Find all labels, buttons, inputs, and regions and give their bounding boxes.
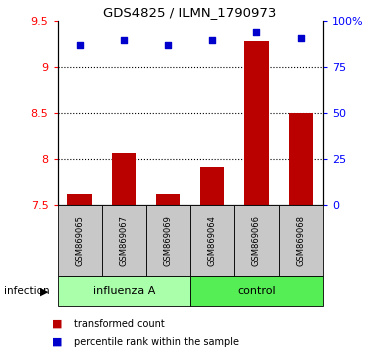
- Point: [121, 37, 127, 42]
- Bar: [234, 205, 279, 276]
- Text: ▶: ▶: [40, 286, 49, 296]
- Bar: [244, 41, 269, 205]
- Text: GSM869066: GSM869066: [252, 215, 261, 266]
- Bar: [58, 276, 190, 306]
- Text: infection: infection: [4, 286, 49, 296]
- Bar: [102, 205, 146, 276]
- Title: GDS4825 / ILMN_1790973: GDS4825 / ILMN_1790973: [104, 6, 277, 19]
- Bar: [112, 153, 136, 205]
- Bar: [68, 194, 92, 205]
- Bar: [200, 167, 224, 205]
- Point: [165, 42, 171, 48]
- Bar: [279, 205, 323, 276]
- Bar: [190, 276, 323, 306]
- Text: GSM869068: GSM869068: [296, 215, 305, 266]
- Bar: [58, 205, 102, 276]
- Bar: [156, 194, 180, 205]
- Text: GSM869064: GSM869064: [208, 215, 217, 266]
- Point: [298, 35, 303, 41]
- Text: influenza A: influenza A: [93, 286, 155, 296]
- Text: percentile rank within the sample: percentile rank within the sample: [74, 337, 239, 347]
- Text: GSM869065: GSM869065: [75, 215, 84, 266]
- Bar: [289, 113, 313, 205]
- Point: [77, 42, 83, 48]
- Bar: [190, 205, 234, 276]
- Text: GSM869069: GSM869069: [164, 215, 173, 266]
- Text: transformed count: transformed count: [74, 319, 165, 329]
- Point: [253, 29, 259, 35]
- Text: control: control: [237, 286, 276, 296]
- Text: GSM869067: GSM869067: [119, 215, 128, 266]
- Bar: [146, 205, 190, 276]
- Point: [209, 37, 215, 42]
- Text: ■: ■: [52, 337, 62, 347]
- Text: ■: ■: [52, 319, 62, 329]
